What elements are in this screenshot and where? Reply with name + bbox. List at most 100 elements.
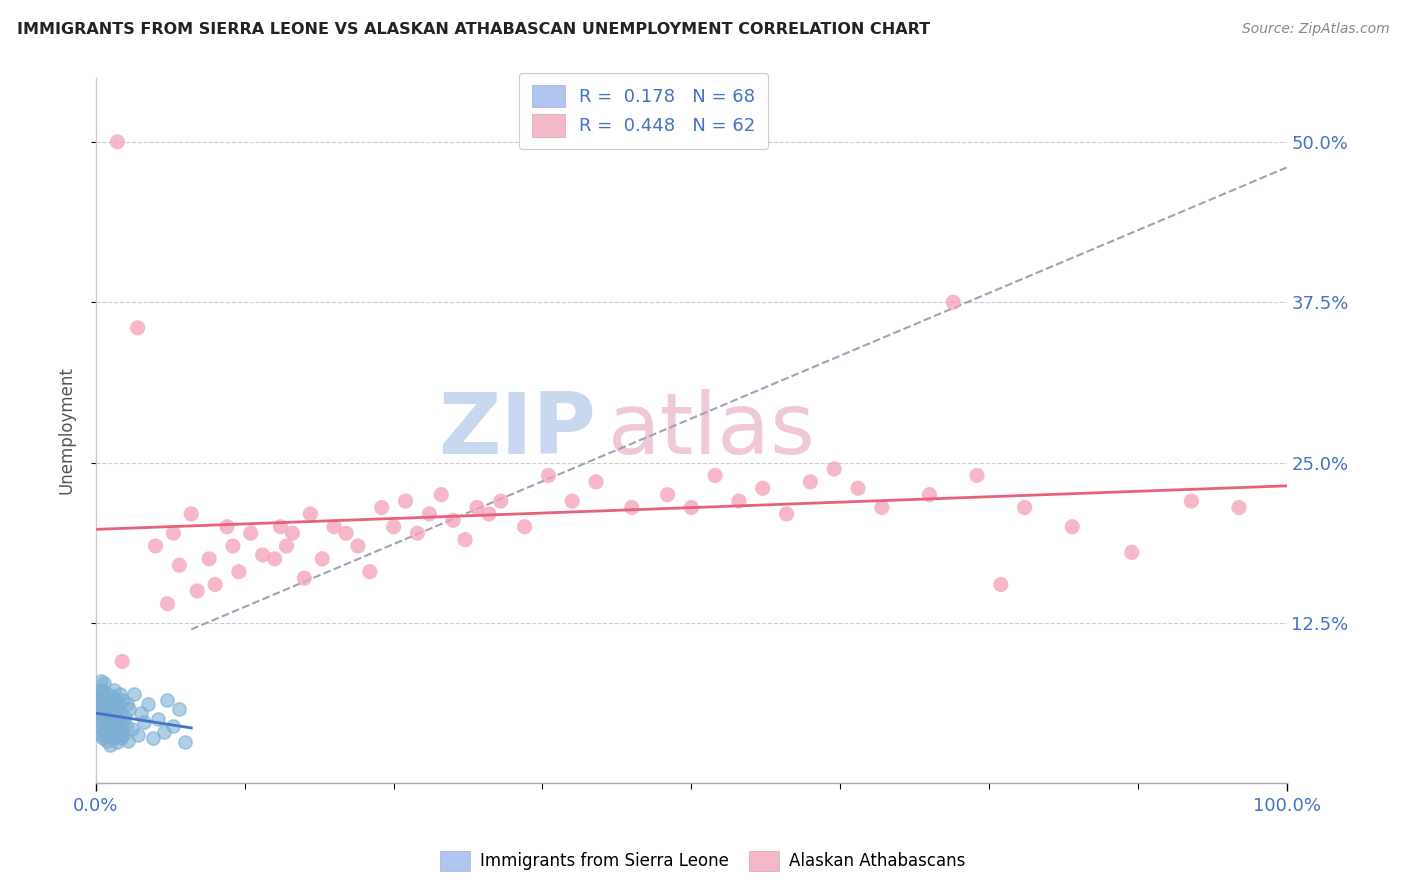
- Point: [96, 714, 118, 729]
- Point: [90, 728, 112, 742]
- Point: [107, 725, 129, 739]
- Point: [751, 481, 773, 495]
- Point: [335, 526, 357, 541]
- Point: [87, 706, 110, 720]
- Point: [430, 488, 453, 502]
- Point: [132, 714, 155, 729]
- Point: [180, 507, 202, 521]
- Point: [169, 558, 191, 573]
- Point: [657, 488, 679, 502]
- Point: [108, 714, 131, 729]
- Point: [215, 520, 238, 534]
- Point: [114, 709, 136, 723]
- Legend: Immigrants from Sierra Leone, Alaskan Athabascans: Immigrants from Sierra Leone, Alaskan At…: [432, 842, 974, 880]
- Point: [90, 673, 112, 688]
- Point: [91, 731, 114, 746]
- Point: [561, 494, 583, 508]
- Point: [1227, 500, 1250, 515]
- Point: [454, 533, 477, 547]
- Point: [198, 551, 221, 566]
- Point: [111, 693, 134, 707]
- Point: [94, 697, 117, 711]
- Point: [489, 494, 512, 508]
- Point: [537, 468, 560, 483]
- Point: [87, 689, 110, 703]
- Point: [585, 475, 607, 489]
- Point: [281, 526, 304, 541]
- Point: [100, 716, 122, 731]
- Point: [441, 513, 464, 527]
- Point: [299, 507, 322, 521]
- Point: [129, 706, 152, 720]
- Point: [918, 488, 941, 502]
- Point: [323, 520, 346, 534]
- Point: [89, 684, 111, 698]
- Point: [93, 706, 115, 720]
- Point: [108, 687, 131, 701]
- Point: [122, 687, 145, 701]
- Text: Source: ZipAtlas.com: Source: ZipAtlas.com: [1241, 22, 1389, 37]
- Point: [406, 526, 429, 541]
- Point: [228, 565, 250, 579]
- Point: [101, 731, 124, 746]
- Point: [105, 718, 128, 732]
- Legend: R =  0.178   N = 68, R =  0.448   N = 62: R = 0.178 N = 68, R = 0.448 N = 62: [519, 72, 768, 149]
- Point: [91, 702, 114, 716]
- Point: [101, 699, 124, 714]
- Point: [146, 712, 169, 726]
- Point: [96, 687, 118, 701]
- Point: [620, 500, 643, 515]
- Point: [114, 718, 136, 732]
- Point: [91, 723, 114, 737]
- Point: [162, 526, 184, 541]
- Point: [107, 712, 129, 726]
- Point: [104, 706, 127, 720]
- Point: [107, 699, 129, 714]
- Point: [89, 712, 111, 726]
- Point: [359, 565, 381, 579]
- Point: [94, 718, 117, 732]
- Point: [186, 583, 208, 598]
- Point: [91, 682, 114, 697]
- Point: [93, 725, 115, 739]
- Point: [96, 734, 118, 748]
- Point: [110, 706, 132, 720]
- Point: [111, 723, 134, 737]
- Point: [93, 676, 115, 690]
- Point: [91, 709, 114, 723]
- Point: [100, 689, 122, 703]
- Text: atlas: atlas: [607, 389, 815, 472]
- Point: [418, 507, 440, 521]
- Point: [86, 699, 108, 714]
- Point: [127, 728, 149, 742]
- Point: [98, 723, 121, 737]
- Point: [704, 468, 727, 483]
- Point: [156, 597, 179, 611]
- Point: [270, 520, 292, 534]
- Point: [1180, 494, 1202, 508]
- Point: [823, 462, 845, 476]
- Point: [112, 728, 135, 742]
- Point: [513, 520, 536, 534]
- Point: [799, 475, 821, 489]
- Point: [117, 734, 139, 748]
- Point: [311, 551, 333, 566]
- Point: [103, 682, 125, 697]
- Point: [107, 135, 129, 149]
- Point: [153, 725, 176, 739]
- Point: [174, 735, 197, 749]
- Point: [97, 703, 120, 717]
- Point: [775, 507, 797, 521]
- Point: [105, 693, 128, 707]
- Point: [142, 731, 165, 746]
- Point: [89, 718, 111, 732]
- Point: [681, 500, 703, 515]
- Point: [110, 731, 132, 746]
- Point: [156, 693, 179, 707]
- Point: [1062, 520, 1084, 534]
- Point: [478, 507, 501, 521]
- Text: ZIP: ZIP: [439, 389, 596, 472]
- Point: [347, 539, 370, 553]
- Point: [145, 539, 167, 553]
- Point: [91, 689, 114, 703]
